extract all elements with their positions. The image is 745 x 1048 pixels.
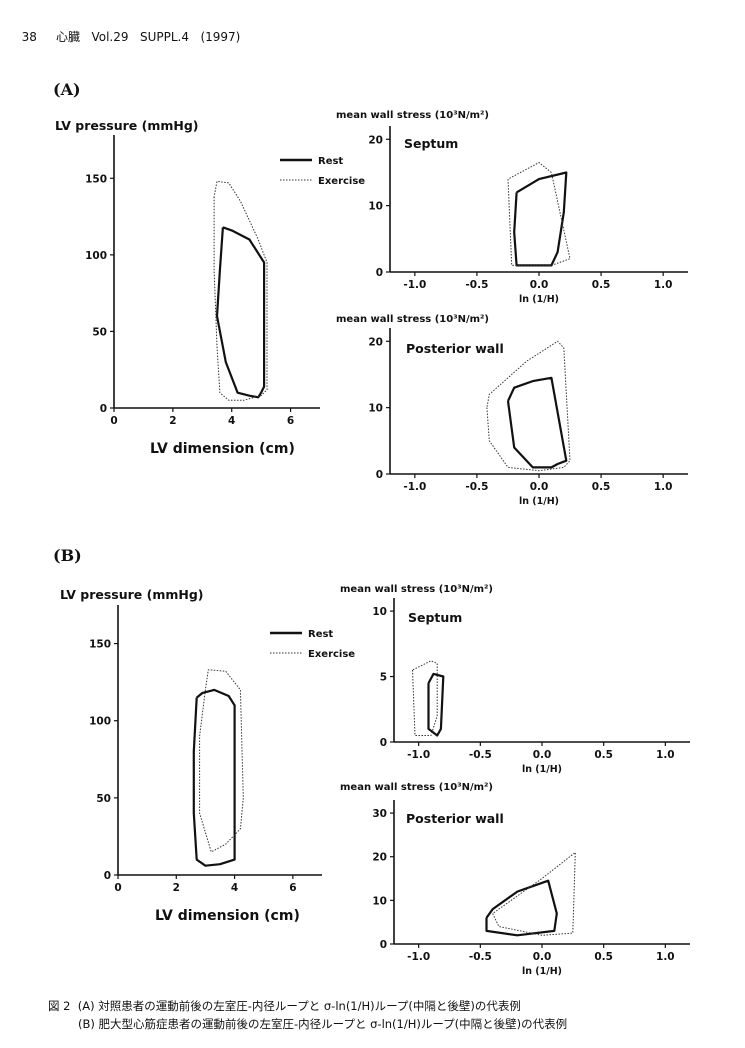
B-septum-ytick-label: 5 [380,672,387,684]
B-posterior-xtick-label: 0.5 [594,951,613,963]
A-pv-series-exercise [213,180,268,401]
A-posterior-xtick-label: 0.5 [592,481,611,493]
B-pv-ytick-label: 0 [104,870,111,882]
journal-supplement: SUPPL.4 [139,30,189,44]
A-pv-series-rest [215,226,266,399]
B-septum-ytick-label: 10 [372,606,387,618]
B-septum-xtick-label: 0.0 [533,749,552,761]
B-septum-ytick-label: 0 [380,737,387,749]
A-pv-xtick-label: 6 [287,415,294,427]
A-pv-ytick-label: 150 [85,173,107,185]
journal-volume: Vol.29 [91,30,129,44]
A-pv-ytick-label: 0 [100,403,107,415]
B-pv-legend-exercise-label: Exercise [308,649,355,660]
B-pv-ytick-label: 100 [89,716,111,728]
A-septum-series-rest [513,171,568,267]
B-posterior-ytick-label: 20 [372,852,387,864]
B-posterior-xtick-label: 1.0 [656,951,675,963]
B-septum-xtick-label: -1.0 [407,749,430,761]
b-pv-xlabel: LV dimension (cm) [155,908,300,924]
page-header: 38 心臓 Vol.29 SUPPL.4 (1997) [14,14,241,45]
B-pv-xtick-label: 6 [289,882,296,894]
A-posterior-ytick-label: 20 [368,336,383,348]
B-pv-xtick-label: 4 [231,882,238,894]
B-posterior-ytick-label: 30 [372,808,387,820]
a-pv-xlabel: LV dimension (cm) [150,441,295,457]
A-septum-ytick-label: 10 [368,201,383,213]
A-septum-xtick-label: 1.0 [654,279,673,291]
B-septum-xtick-label: 0.5 [594,749,613,761]
A-posterior-xlabel: ln (1/H) [519,496,559,507]
A-posterior-xtick-label: -0.5 [465,481,488,493]
A-posterior-ytick-label: 0 [376,469,383,481]
B-septum-xtick-label: 1.0 [656,749,675,761]
A-pv-xtick-label: 4 [228,415,235,427]
B-pv-xtick-label: 0 [114,882,121,894]
A-posterior-series-exercise [486,340,571,472]
B-septum-title: Septum [408,610,462,625]
A-septum-xtick-label: -0.5 [465,279,488,291]
B-pv-ytick-label: 50 [96,793,111,805]
panel-b-label: (B) [53,546,82,565]
A-pv-legend-exercise-label: Exercise [318,176,365,187]
panel-a-label: (A) [53,80,81,99]
a-pv-ylabel: LV pressure (mmHg) [55,118,199,133]
A-pv-legend-rest-label: Rest [318,156,343,167]
A-septum-series-exercise [507,162,571,266]
A-posterior-xtick-label: 0.0 [530,481,549,493]
B-posterior-series-rest [485,879,558,937]
A-posterior-ytick-label: 10 [368,403,383,415]
A-septum-xtick-label: -1.0 [403,279,426,291]
B-pv-xtick-label: 2 [173,882,180,894]
A-pv-xtick-label: 2 [169,415,176,427]
B-posterior-ytick-label: 0 [380,939,387,951]
journal-name: 心臓 [56,30,81,44]
B-posterior-title: Posterior wall [406,811,504,826]
B-posterior-series-exercise [492,851,576,936]
B-posterior-xtick-label: -0.5 [469,951,492,963]
B-pv-series-rest [192,688,236,867]
B-septum-xlabel: ln (1/H) [522,764,562,775]
A-septum-xlabel: ln (1/H) [519,294,559,305]
B-pv-ytick-label: 150 [89,639,111,651]
A-pv-ytick-label: 50 [92,326,107,338]
A-posterior-xtick-label: 1.0 [654,481,673,493]
B-posterior-ytick-label: 10 [372,895,387,907]
page-number: 38 [21,30,37,44]
B-posterior-xtick-label: -1.0 [407,951,430,963]
B-septum-xtick-label: -0.5 [469,749,492,761]
journal-year: (1997) [200,30,241,44]
A-septum-ytick-label: 20 [368,134,383,146]
B-septum-series-rest [427,672,445,737]
A-pv-ytick-label: 100 [85,250,107,262]
A-septum-xtick-label: 0.0 [530,279,549,291]
A-posterior-title: Posterior wall [406,341,504,356]
A-pv-xtick-label: 0 [110,415,117,427]
a-posterior-ylabel: mean wall stress (10³N/m²) [336,314,489,325]
b-septum-ylabel: mean wall stress (10³N/m²) [340,584,493,595]
B-septum-series-exercise [412,660,438,736]
A-septum-xtick-label: 0.5 [592,279,611,291]
caption-line-1: 図 2 (A) 対照患者の運動前後の左室圧-内径ループと σ-ln(1/H)ルー… [48,999,521,1013]
A-posterior-xtick-label: -1.0 [403,481,426,493]
b-posterior-ylabel: mean wall stress (10³N/m²) [340,782,493,793]
B-pv-series-exercise [199,669,244,853]
caption-line-2: (B) 肥大型心筋症患者の運動前後の左室圧-内径ループと σ-ln(1/H)ルー… [78,1017,568,1031]
B-posterior-xtick-label: 0.0 [533,951,552,963]
a-septum-ylabel: mean wall stress (10³N/m²) [336,110,489,121]
b-pv-ylabel: LV pressure (mmHg) [60,587,204,602]
A-posterior-series-rest [506,376,568,469]
A-septum-title: Septum [404,136,458,151]
B-posterior-xlabel: ln (1/H) [522,966,562,977]
B-pv-legend-rest-label: Rest [308,629,333,640]
A-septum-ytick-label: 0 [376,267,383,279]
